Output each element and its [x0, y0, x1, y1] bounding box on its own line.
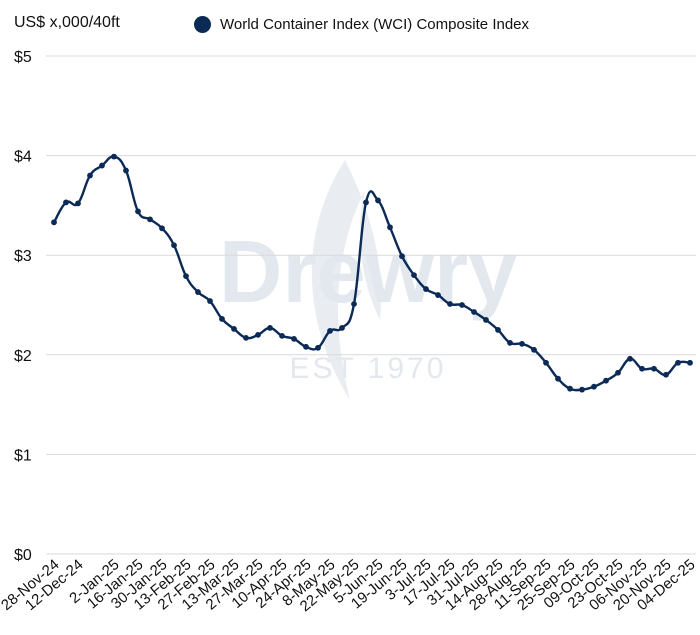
data-point	[435, 292, 441, 298]
data-point	[675, 359, 681, 366]
legend-marker	[194, 16, 211, 33]
data-point	[375, 197, 381, 204]
data-point	[99, 162, 105, 169]
data-point	[303, 343, 309, 350]
y-tick-label: $2	[14, 348, 32, 365]
data-point	[231, 326, 237, 332]
data-point	[207, 298, 213, 304]
data-point	[495, 327, 501, 333]
y-tick-label: $5	[14, 49, 32, 66]
data-point	[471, 309, 477, 315]
data-point	[567, 385, 573, 392]
data-point	[111, 153, 117, 160]
data-point	[219, 316, 225, 322]
y-tick-label: $4	[14, 149, 32, 166]
series-layer	[51, 153, 693, 393]
data-point	[555, 375, 561, 382]
data-point	[639, 365, 645, 372]
data-point	[183, 273, 189, 280]
data-point	[591, 383, 597, 390]
data-point	[483, 317, 489, 323]
legend: World Container Index (WCI) Composite In…	[194, 16, 529, 33]
data-point	[339, 325, 345, 331]
data-point	[243, 334, 249, 341]
data-point	[507, 339, 513, 346]
y-tick-label: $0	[14, 547, 32, 564]
data-point	[459, 302, 465, 308]
data-point	[255, 331, 261, 338]
data-point	[387, 224, 393, 231]
data-point	[579, 386, 585, 393]
data-point	[363, 199, 369, 206]
x-axis-ticks: 28-Nov-2412-Dec-242-Jan-2516-Jan-2530-Ja…	[0, 556, 699, 615]
data-point	[279, 332, 285, 339]
data-point	[423, 286, 429, 292]
data-point	[603, 377, 609, 384]
y-axis-ticks: $0 $1 $2 $3 $4 $5	[14, 49, 32, 564]
data-point	[135, 208, 141, 215]
data-point	[327, 327, 333, 334]
data-point	[267, 325, 273, 331]
y-tick-label: $3	[14, 248, 32, 265]
data-point	[531, 346, 537, 353]
data-point	[627, 355, 633, 362]
y-axis-unit-label: US$ x,000/40ft	[14, 14, 120, 31]
data-point	[663, 371, 669, 378]
data-point	[75, 200, 81, 207]
data-point	[123, 167, 129, 174]
data-point	[315, 344, 321, 351]
data-point	[519, 340, 525, 347]
data-point	[351, 301, 357, 307]
data-point	[147, 216, 153, 223]
gridlines	[46, 55, 696, 555]
data-point	[63, 199, 69, 206]
data-point	[543, 359, 549, 366]
data-point	[615, 369, 621, 376]
y-tick-label: $1	[14, 447, 32, 464]
data-point	[159, 225, 165, 232]
data-point	[51, 219, 57, 226]
data-point	[687, 359, 693, 366]
data-point	[87, 172, 93, 179]
data-point	[651, 365, 657, 372]
data-point	[171, 242, 177, 249]
data-point	[447, 301, 453, 307]
data-point	[399, 253, 405, 260]
data-point	[195, 289, 201, 295]
data-point	[291, 335, 297, 342]
legend-label: World Container Index (WCI) Composite In…	[220, 16, 530, 33]
data-point	[411, 272, 417, 279]
